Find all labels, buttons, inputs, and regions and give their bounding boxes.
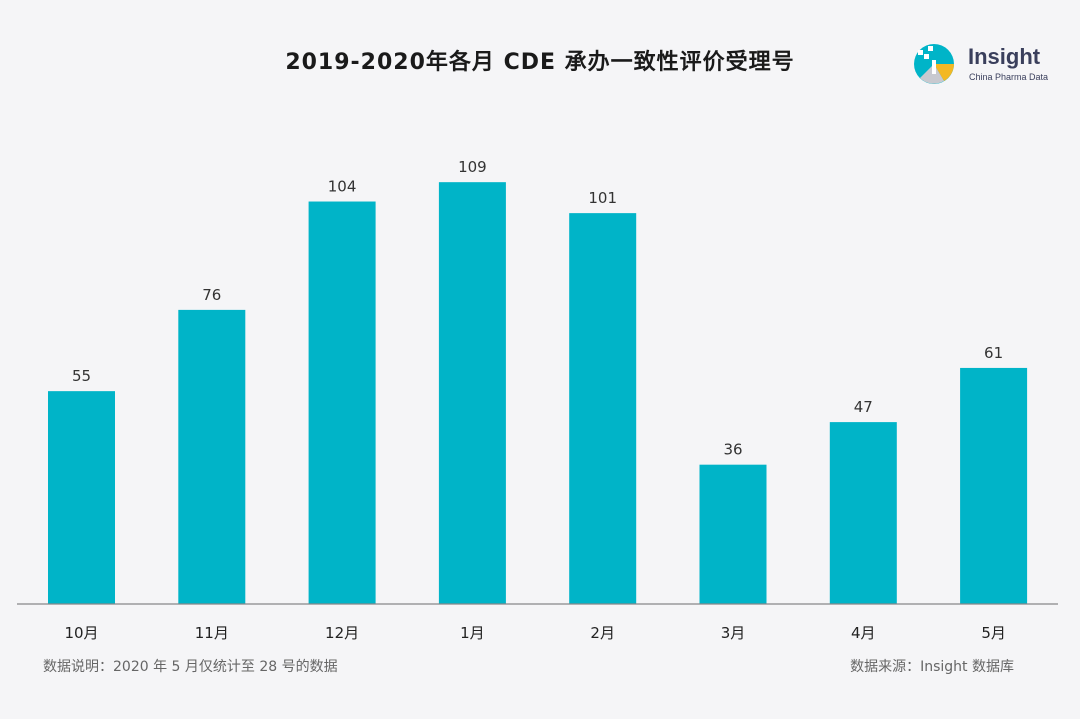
insight-logo: Insight China Pharma Data	[910, 40, 1060, 90]
bar	[48, 391, 115, 604]
bar-value-label: 109	[458, 158, 487, 176]
bar-value-label: 47	[854, 398, 873, 416]
bar	[699, 464, 767, 604]
logo-tagline: China Pharma Data	[969, 72, 1049, 82]
footnote-data-note: 数据说明：2020 年 5 月仅统计至 28 号的数据	[43, 659, 338, 675]
x-tick-label: 5月	[981, 624, 1006, 642]
bar-value-label: 36	[723, 441, 742, 459]
x-tick-label: 2月	[590, 624, 615, 642]
x-tick-label: 10月	[64, 624, 98, 642]
x-tick-label: 11月	[195, 624, 229, 642]
x-tick-label: 4月	[851, 624, 876, 642]
chart-title: 2019-2020年各月 CDE 承办一致性评价受理号	[285, 50, 795, 75]
bar-value-label: 55	[72, 367, 91, 385]
bar-value-label: 104	[328, 178, 357, 196]
insight-logo-icon	[914, 44, 954, 84]
bar	[178, 309, 246, 604]
x-tick-label: 1月	[460, 624, 485, 642]
bar-value-label: 76	[202, 286, 221, 304]
bar-value-label: 101	[588, 189, 617, 207]
logo-name: Insight	[968, 44, 1041, 69]
bar	[829, 422, 897, 604]
footnote-data-source: 数据来源：Insight 数据库	[850, 659, 1014, 675]
bar	[960, 367, 1028, 604]
x-tick-label: 3月	[721, 624, 746, 642]
bar	[438, 182, 506, 605]
bar	[569, 213, 637, 604]
x-tick-label: 12月	[325, 624, 359, 642]
bar-value-label: 61	[984, 344, 1003, 362]
bar	[308, 201, 376, 604]
